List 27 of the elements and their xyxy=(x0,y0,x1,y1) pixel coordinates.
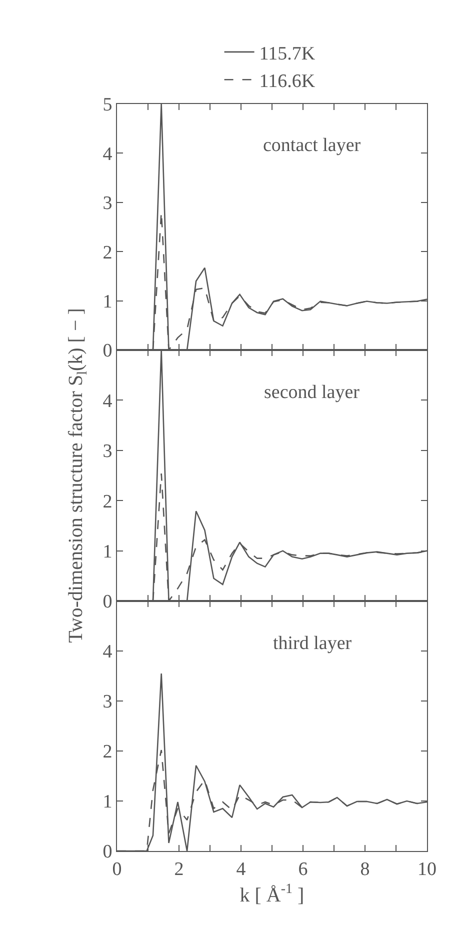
x-tick-label: 2 xyxy=(174,858,184,880)
y-tick-label: 3 xyxy=(102,441,112,462)
y-tick-label: 0 xyxy=(102,340,112,362)
y-tick-label: 4 xyxy=(102,144,113,165)
y-tick-label: 3 xyxy=(102,692,112,713)
y-tick-label: 0 xyxy=(102,842,112,863)
legend-label: 116.6K xyxy=(259,71,316,92)
y-tick-label: 1 xyxy=(102,541,112,562)
x-tick-label: 10 xyxy=(418,858,436,880)
annotation: contact layer xyxy=(263,135,362,156)
x-axis-title: k [ Å$^{-1}$ ] xyxy=(240,882,304,906)
y-tick-label: 4 xyxy=(102,390,113,412)
y-tick-label: 0 xyxy=(102,592,112,613)
y-tick-label: 3 xyxy=(102,193,112,214)
legend-label: 115.7K xyxy=(259,43,316,64)
y-tick-label: 1 xyxy=(102,291,112,312)
y-tick-label: 5 xyxy=(102,94,112,116)
x-tick-label: 4 xyxy=(236,858,246,880)
y-tick-label: 1 xyxy=(102,792,112,813)
x-tick-label: 8 xyxy=(360,858,370,880)
y-tick-label: 4 xyxy=(102,642,113,663)
y-tick-label: 2 xyxy=(102,491,112,512)
y-tick-label: 2 xyxy=(102,742,112,763)
x-tick-label: 6 xyxy=(298,858,308,880)
y-tick-label: 2 xyxy=(102,242,112,264)
annotation: second layer xyxy=(264,382,360,403)
annotation: third layer xyxy=(273,633,352,654)
